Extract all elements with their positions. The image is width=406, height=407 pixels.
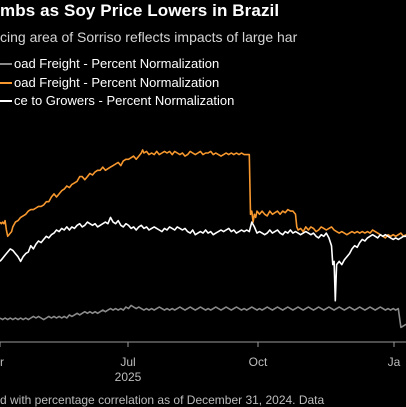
legend-label-white: ce to Growers - Percent Normalization <box>14 93 235 108</box>
x-year-label: 2025 <box>115 370 142 384</box>
x-tick-label: r <box>0 355 4 369</box>
legend-swatch-grey <box>0 63 12 66</box>
legend-swatch-orange <box>0 81 12 84</box>
series-line-1 <box>0 216 406 302</box>
x-tick-label: Jul <box>120 355 135 369</box>
series-line-0 <box>0 149 406 239</box>
chart-legend: oad Freight - Percent Normalization oad … <box>0 55 406 111</box>
legend-item-orange: oad Freight - Percent Normalization <box>0 74 406 93</box>
chart-title: mbs as Soy Price Lowers in Brazil <box>0 1 280 20</box>
x-axis-ticks: r Jul Oct Ja <box>0 342 401 369</box>
legend-label-orange: oad Freight - Percent Normalization <box>14 74 220 90</box>
series-line-2 <box>0 304 406 329</box>
legend-item-white: ce to Growers - Percent Normalization <box>0 92 406 111</box>
legend-label-grey: oad Freight - Percent Normalization <box>14 56 220 71</box>
x-tick-label: Ja <box>388 355 401 369</box>
x-tick-label: Oct <box>249 355 268 369</box>
chart-subtitle: cing area of Sorriso reflects impacts of… <box>0 29 298 45</box>
legend-swatch-white <box>0 100 12 103</box>
legend-item-grey: oad Freight - Percent Normalization <box>0 55 406 74</box>
series-layer <box>0 149 406 329</box>
chart-footnote: d with percentage correlation as of Dece… <box>0 393 325 407</box>
